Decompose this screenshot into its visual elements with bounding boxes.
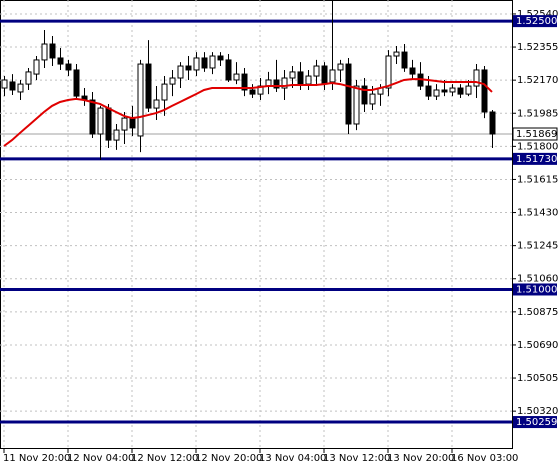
candle-body <box>201 57 208 69</box>
x-tick-label: 11 Nov 20:00 <box>3 453 70 464</box>
last-price-box <box>512 127 558 141</box>
candle-body <box>193 57 200 71</box>
y-tick-label: 1.52355 <box>517 42 558 53</box>
candle-body <box>233 73 240 81</box>
candle-body <box>393 51 400 57</box>
candle-body <box>121 117 128 131</box>
candle-body <box>49 43 56 59</box>
candle-body <box>105 107 112 141</box>
candle-body <box>441 89 448 93</box>
candle-body <box>129 117 136 129</box>
candle-body <box>33 59 40 75</box>
y-tick-label: 1.50875 <box>517 307 558 318</box>
candle-body <box>65 63 72 71</box>
level-label-box <box>513 283 557 296</box>
candle-body <box>113 129 120 141</box>
x-tick-label: 12 Nov 20:00 <box>195 453 262 464</box>
x-tick-label: 12 Nov 04:00 <box>67 453 134 464</box>
y-tick-label: 1.52170 <box>517 75 558 86</box>
level-label-box <box>513 15 557 28</box>
y-tick-label: 1.50505 <box>517 373 558 384</box>
level-label: 1.51000 <box>516 284 557 295</box>
y-tick-label: 1.50690 <box>517 340 558 351</box>
candle-body <box>465 85 472 95</box>
candle-body <box>353 85 360 125</box>
candle-body <box>169 77 176 85</box>
candle-body <box>9 81 16 91</box>
level-label: 1.51730 <box>516 154 557 165</box>
candle-body <box>329 69 336 83</box>
candle-body <box>25 71 32 85</box>
candle-body <box>17 83 24 93</box>
candle-body <box>73 69 80 97</box>
plot-frame <box>0 0 513 449</box>
level-label-box <box>513 152 557 165</box>
x-tick-label: 13 Nov 12:00 <box>323 453 390 464</box>
candle-body <box>153 99 160 109</box>
candle-body <box>241 73 248 91</box>
candle-body <box>289 71 296 79</box>
last-price-label: 1.51869 <box>516 129 557 140</box>
candle-body <box>161 83 168 101</box>
candle-body <box>249 89 256 95</box>
candle-body <box>473 69 480 87</box>
candle-body <box>225 59 232 81</box>
candle-body <box>385 55 392 89</box>
y-tick-label: 1.51800 <box>517 141 558 152</box>
y-tick-label: 1.51985 <box>517 108 558 119</box>
candle-body <box>449 87 456 93</box>
candle-body <box>425 85 432 97</box>
candle-body <box>217 55 224 61</box>
candle-body <box>409 67 416 75</box>
level-label-box <box>513 416 557 429</box>
y-tick-label: 1.51060 <box>517 274 558 285</box>
x-tick-label: 12 Nov 12:00 <box>131 453 198 464</box>
candle-body <box>209 55 216 69</box>
candle-body <box>401 51 408 69</box>
candle-body <box>177 65 184 79</box>
candle-body <box>297 71 304 85</box>
candle-body <box>89 99 96 135</box>
candle-body <box>345 63 352 125</box>
x-tick-label: 13 Nov 04:00 <box>259 453 326 464</box>
candle-body <box>1 79 8 89</box>
candle-body <box>313 65 320 77</box>
y-tick-label: 1.52540 <box>517 9 558 20</box>
candle-body <box>489 111 496 135</box>
candle-body <box>97 107 104 135</box>
candle-body <box>57 57 64 65</box>
candle-body <box>41 43 48 61</box>
level-label: 1.50259 <box>516 417 557 428</box>
candle-body <box>369 93 376 105</box>
y-tick-label: 1.51430 <box>517 208 558 219</box>
moving-average <box>3 78 493 147</box>
candle-body <box>457 87 464 95</box>
candle-body <box>337 63 344 71</box>
candle-body <box>137 63 144 137</box>
candle-body <box>433 89 440 97</box>
x-tick-label: 13 Nov 20:00 <box>387 453 454 464</box>
candle-body <box>273 79 280 89</box>
y-tick-label: 1.51245 <box>517 241 558 252</box>
y-tick-label: 1.50320 <box>517 406 558 417</box>
candle-body <box>281 77 288 89</box>
candle-body <box>145 63 152 109</box>
candle-body <box>305 75 312 85</box>
candle-body <box>321 65 328 85</box>
x-tick-label: 16 Nov 03:00 <box>451 453 518 464</box>
candle-body <box>185 65 192 71</box>
candle-body <box>361 85 368 105</box>
y-tick-label: 1.51615 <box>517 174 558 185</box>
level-label: 1.52500 <box>516 16 557 27</box>
candle-body <box>481 69 488 113</box>
